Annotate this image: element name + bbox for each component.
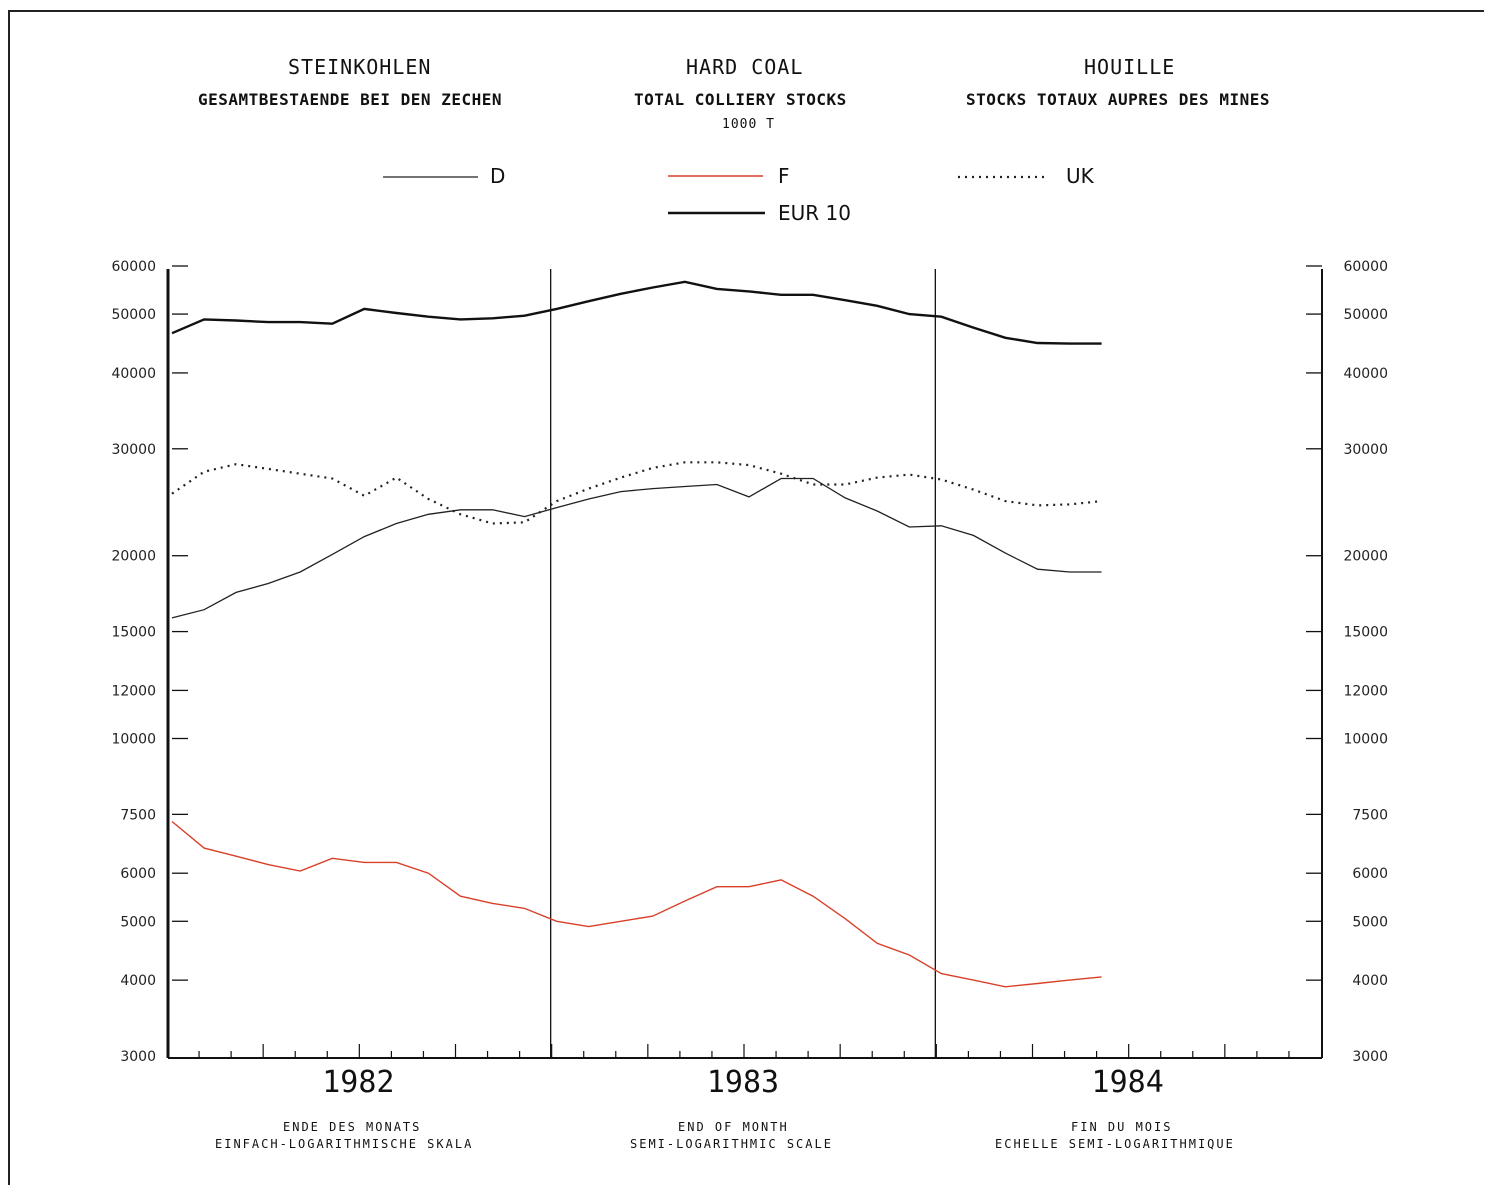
y-tick-label-right: 3000 <box>1352 1049 1388 1065</box>
footer-en-line1: END OF MONTH <box>678 1120 789 1134</box>
y-tick-label-left: 60000 <box>111 259 156 275</box>
subtitle-fr: STOCKS TOTAUX AUPRES DES MINES <box>966 90 1270 109</box>
legend-label-uk: UK <box>1066 164 1094 188</box>
y-tick-label-left: 4000 <box>120 973 156 989</box>
y-tick-label-left: 15000 <box>111 625 156 641</box>
y-tick-label-right: 40000 <box>1343 366 1388 382</box>
y-tick-label-right: 4000 <box>1352 973 1388 989</box>
series-line-f <box>171 820 1102 988</box>
y-tick-label-right: 7500 <box>1352 807 1388 823</box>
footer-en-line2: SEMI-LOGARITHMIC SCALE <box>630 1137 833 1151</box>
legend-label-eur10: EUR 10 <box>778 201 851 225</box>
series-line-d <box>171 477 1102 619</box>
y-tick-label-right: 12000 <box>1343 683 1388 699</box>
footer-de-line2: EINFACH-LOGARITHMISCHE SKALA <box>215 1137 474 1151</box>
y-tick-label-right: 15000 <box>1343 625 1388 641</box>
y-tick-label-left: 40000 <box>111 366 156 382</box>
y-tick-label-left: 30000 <box>111 442 156 458</box>
y-tick-label-left: 5000 <box>120 914 156 930</box>
y-tick-label-left: 6000 <box>120 866 156 882</box>
legend-label-d: D <box>490 164 506 188</box>
footer-fr-line1: FIN DU MOIS <box>1071 1120 1173 1134</box>
footer-de-line1: ENDE DES MONATS <box>283 1120 422 1134</box>
y-tick-label-right: 6000 <box>1352 866 1388 882</box>
series-line-uk <box>171 461 1102 525</box>
y-tick-label-right: 5000 <box>1352 914 1388 930</box>
y-tick-label-right: 20000 <box>1343 549 1388 565</box>
subtitle-en: TOTAL COLLIERY STOCKS <box>634 90 847 109</box>
y-tick-label-left: 20000 <box>111 549 156 565</box>
y-tick-label-right: 10000 <box>1343 732 1388 748</box>
y-tick-label-right: 50000 <box>1343 307 1388 323</box>
footer-fr-line2: ECHELLE SEMI-LOGARITHMIQUE <box>995 1137 1235 1151</box>
x-year-label: 1982 <box>322 1065 394 1100</box>
y-tick-label-left: 12000 <box>111 683 156 699</box>
title-fr: HOUILLE <box>1084 55 1176 79</box>
series-line-eur10 <box>171 280 1102 345</box>
y-tick-label-right: 60000 <box>1343 259 1388 275</box>
figure-frame <box>8 10 1484 1185</box>
legend-label-f: F <box>778 164 790 188</box>
x-year-label: 1984 <box>1092 1065 1164 1100</box>
title-de: STEINKOHLEN <box>288 55 432 79</box>
y-tick-label-right: 30000 <box>1343 442 1388 458</box>
y-tick-label-left: 7500 <box>120 807 156 823</box>
title-en: HARD COAL <box>686 55 804 79</box>
subtitle-de: GESAMTBESTAENDE BEI DEN ZECHEN <box>198 90 502 109</box>
unit-label: 1000 T <box>722 117 775 132</box>
y-tick-label-left: 3000 <box>120 1049 156 1065</box>
y-tick-label-left: 50000 <box>111 307 156 323</box>
x-year-label: 1983 <box>707 1065 779 1100</box>
y-tick-label-left: 10000 <box>111 732 156 748</box>
